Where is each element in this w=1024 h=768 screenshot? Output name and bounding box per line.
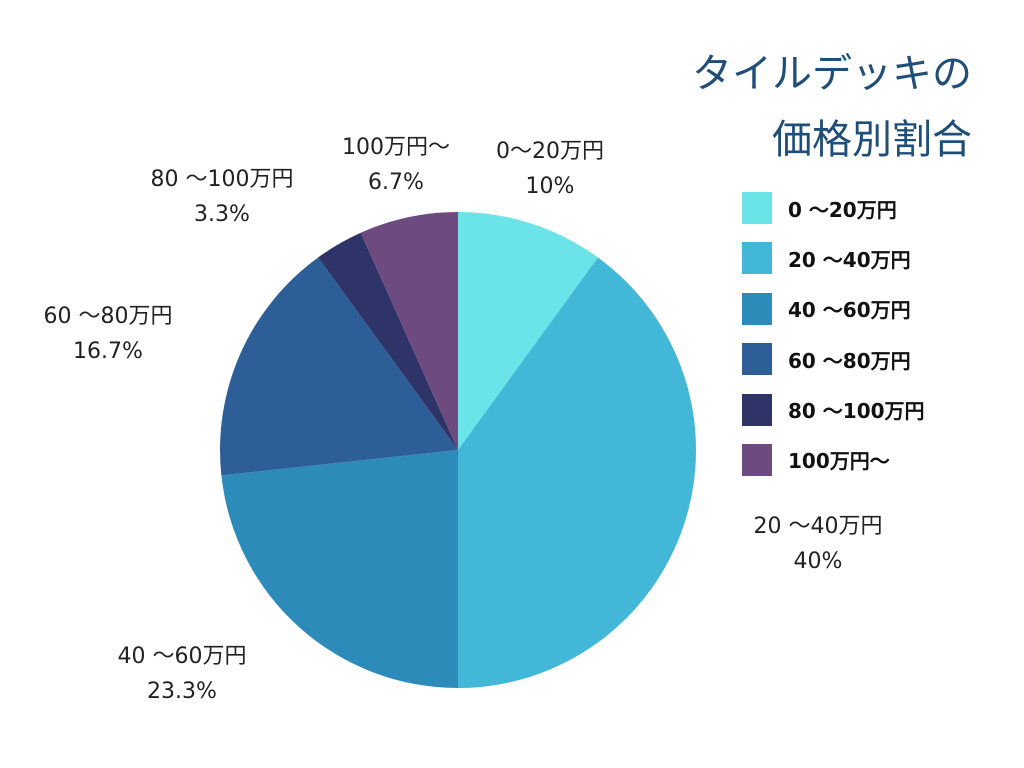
slice-value-label-2: 40% <box>794 549 843 574</box>
legend-label-6: 100万円〜 <box>788 449 890 474</box>
slice-label-6: 100万円〜 <box>342 135 450 160</box>
pie-slice-3 <box>221 450 458 688</box>
legend-swatch-1 <box>742 192 772 224</box>
slice-label-5: 80 〜100万円 <box>151 167 294 192</box>
legend-item-1: 0 〜20万円 <box>742 190 925 226</box>
legend-item-5: 80 〜100万円 <box>742 392 925 428</box>
slice-value-label-6: 6.7% <box>368 170 424 195</box>
legend-label-2: 20 〜40万円 <box>788 247 911 272</box>
pie-slice-5 <box>318 232 458 450</box>
slice-value-label-4: 16.7% <box>73 339 143 364</box>
legend-item-2: 20 〜40万円 <box>742 240 925 276</box>
slice-value-label-1: 10% <box>526 174 575 199</box>
legend-swatch-2 <box>742 242 772 275</box>
slice-value-label-3: 23.3% <box>147 679 217 704</box>
legend-label-4: 60 〜80万円 <box>788 348 911 373</box>
pie-slices <box>220 212 697 688</box>
legend-swatch-5 <box>742 393 772 426</box>
slice-label-1: 0〜20万円 <box>496 139 604 164</box>
legend-label-1: 0 〜20万円 <box>788 197 897 222</box>
slice-callouts: 0〜20万円 10% 20 〜40万円 40% 40 〜60万円 23.3% 60 〜80万… <box>44 135 883 704</box>
legend-swatch-6 <box>742 443 772 476</box>
legend: 0 〜20万円 20 〜40万円 40 〜60万円 60 〜80万円 80 〜100万円… <box>742 190 925 492</box>
slice-label-4: 60 〜80万円 <box>44 304 173 329</box>
pie-slice-2 <box>458 257 697 688</box>
legend-swatch-3 <box>742 292 772 325</box>
legend-item-4: 60 〜80万円 <box>742 341 925 377</box>
legend-item-3: 40 〜60万円 <box>742 291 925 327</box>
legend-item-6: 100万円〜 <box>742 442 925 478</box>
chart-title-line-2: 価格別割合 <box>772 117 972 163</box>
pie-slice-1 <box>458 212 598 450</box>
legend-label-3: 40 〜60万円 <box>788 298 911 323</box>
legend-label-5: 80 〜100万円 <box>788 399 925 424</box>
pie-slice-4 <box>220 257 458 476</box>
slice-label-2: 20 〜40万円 <box>754 514 883 539</box>
chart-title-line-1: タイルデッキの <box>692 51 972 97</box>
slice-value-label-5: 3.3% <box>194 202 250 227</box>
pie-slice-6 <box>360 212 458 450</box>
slice-label-3: 40 〜60万円 <box>118 644 247 669</box>
legend-swatch-4 <box>742 343 772 376</box>
